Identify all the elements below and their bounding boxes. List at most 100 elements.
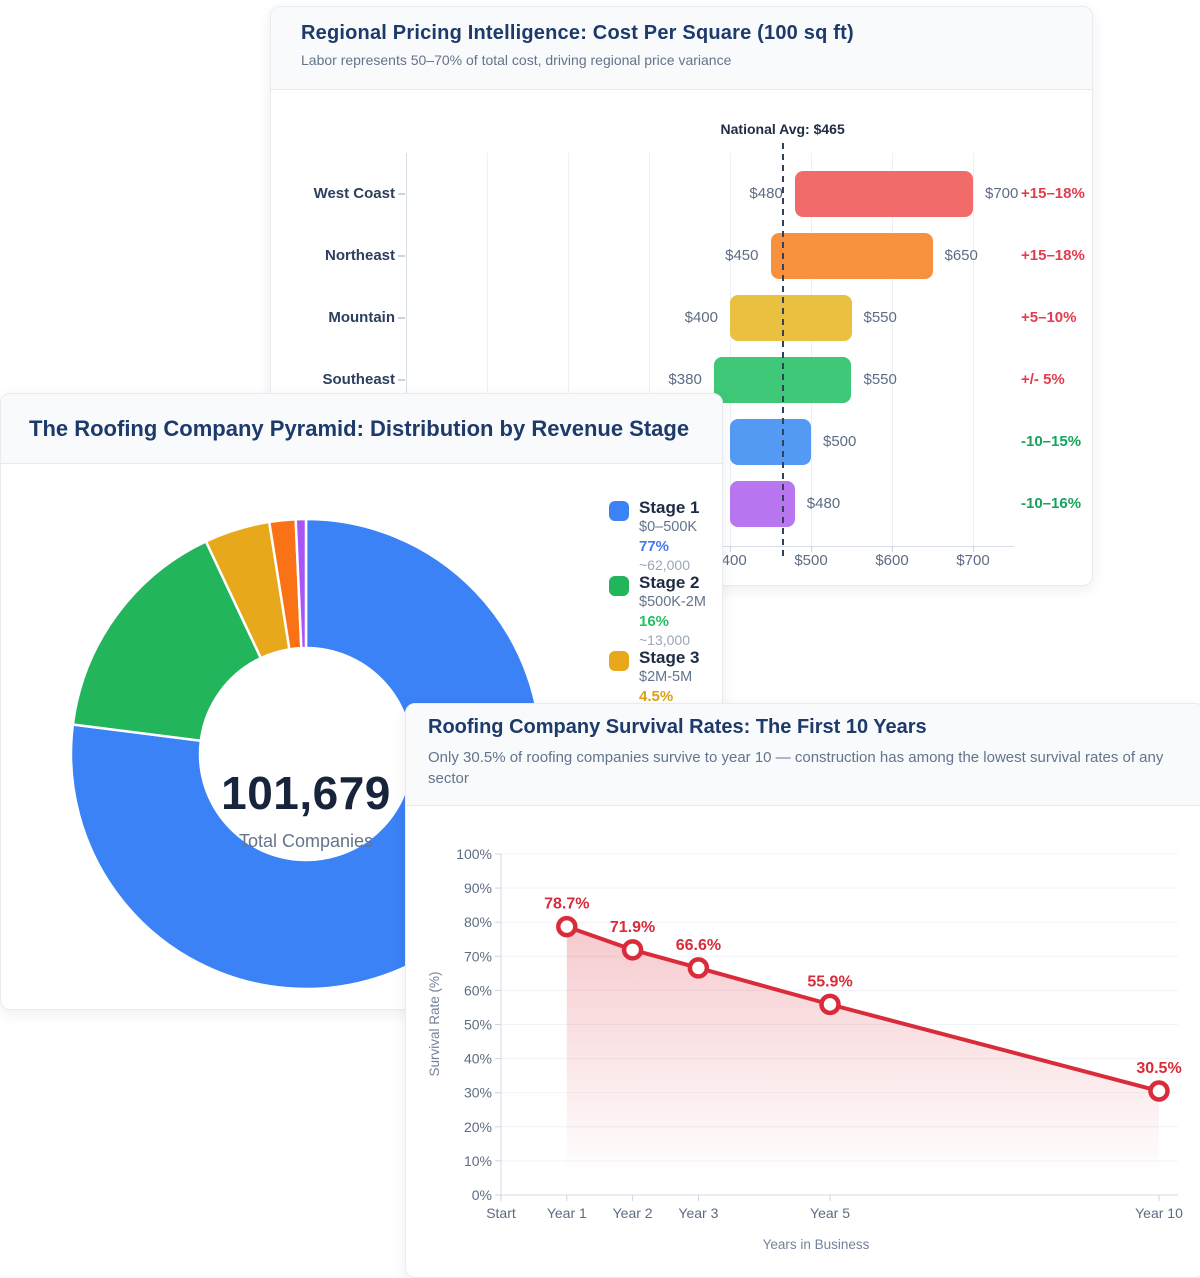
survival-line-chart: 0% 10% 20% 30% 40% 50% 60% 70% 80% 90% 100% Start Ye…	[427, 846, 1183, 1252]
survival-card: Roofing Company Survival Rates: The Firs…	[405, 703, 1200, 1278]
legend-stage-count: ~13,000	[639, 632, 690, 648]
legend-swatch	[609, 501, 629, 521]
x-tick	[730, 546, 731, 552]
donut-segment-small-4	[294, 517, 308, 650]
legend-stage-count: ~62,000	[639, 557, 690, 573]
pyramid-card-title: The Roofing Company Pyramid: Distributio…	[29, 415, 690, 441]
data-point-label: 30.5%	[1136, 1060, 1181, 1077]
x-tick-label: Year 1	[547, 1205, 587, 1221]
row-tick	[398, 379, 405, 381]
bar-max-label: $480	[806, 495, 841, 512]
y-tick-label: 80%	[464, 914, 492, 930]
grid-line	[649, 153, 650, 546]
legend-text: Stage 2 $500K-2M 16% ~13,000	[639, 573, 706, 649]
range-bar	[770, 233, 933, 279]
y-tick-label: 70%	[464, 948, 492, 964]
legend-stage-range: $0–500K	[639, 519, 698, 535]
total-companies-value: 101,679	[221, 767, 391, 819]
pricing-card-header: Regional Pricing Intelligence: Cost Per …	[271, 7, 1092, 90]
legend-text: Stage 3 $2M-5M 4.5%	[639, 648, 700, 706]
survival-card-title: Roofing Company Survival Rates: The Firs…	[428, 716, 927, 738]
row-tick	[398, 193, 405, 195]
x-tick-label: Year 2	[613, 1205, 653, 1221]
legend-entry-stage-2: Stage 2 $500K-2M 16% ~13,000	[609, 574, 706, 648]
legend-text: Stage 1 $0–500K 77% ~62,000	[639, 498, 700, 574]
variance-label: +5–10%	[1021, 309, 1077, 326]
y-tick-label: 40%	[464, 1051, 492, 1067]
data-point-label: 66.6%	[676, 937, 721, 954]
grid-line	[487, 153, 488, 546]
variance-label: +15–18%	[1021, 185, 1085, 202]
data-point-year-2	[621, 939, 644, 961]
y-tick-label: 0%	[472, 1187, 492, 1203]
legend-stage-range: $500K-2M	[639, 594, 706, 610]
bar-max-label: $550	[863, 371, 897, 388]
bar-max-label: $700	[985, 185, 1019, 202]
x-tick	[892, 546, 893, 552]
grid-line	[730, 153, 731, 546]
data-point-year-1	[556, 915, 578, 938]
survival-card-subtitle: Only 30.5% of roofing companies survive …	[428, 749, 1164, 787]
region-label: West Coast	[313, 185, 395, 202]
x-tick	[973, 546, 974, 552]
data-point-year-5	[819, 993, 841, 1016]
x-tick-label: $700	[956, 552, 990, 569]
legend-stage-name: Stage 1	[639, 498, 700, 517]
range-bar	[794, 171, 973, 217]
legend-stage-percent: 4.5%	[639, 688, 674, 705]
data-point-year-10	[1148, 1080, 1170, 1102]
x-axis-title: Years in Business	[763, 1237, 870, 1252]
y-tick-label: 10%	[464, 1153, 492, 1169]
x-tick-label: Year 3	[678, 1205, 718, 1221]
y-axis-line	[406, 153, 407, 546]
y-tick-label: 60%	[464, 982, 492, 998]
grid-line	[568, 153, 569, 546]
bar-min-label: $450	[725, 247, 759, 264]
range-bar	[730, 481, 795, 527]
x-tick-label: Year 10	[1135, 1205, 1183, 1221]
donut-center: 101,679 Total Companies	[166, 766, 446, 852]
legend-stage-percent: 77%	[639, 538, 670, 555]
x-tick-label: $500	[794, 552, 828, 569]
data-point-label: 71.9%	[610, 919, 655, 936]
y-tick-label: 50%	[464, 1017, 492, 1033]
legend-swatch	[609, 576, 629, 596]
pricing-card-title: Regional Pricing Intelligence: Cost Per …	[301, 22, 854, 44]
pyramid-card-header: The Roofing Company Pyramid: Distributio…	[1, 394, 722, 464]
legend-entry-stage-3: Stage 3 $2M-5M 4.5%	[609, 649, 699, 705]
survival-card-header: Roofing Company Survival Rates: The Firs…	[406, 704, 1200, 806]
y-tick-label: 30%	[464, 1085, 492, 1101]
variance-label: -10–15%	[1021, 433, 1082, 450]
bar-max-label: $550	[863, 309, 897, 326]
bar-min-label: $400	[684, 309, 718, 326]
row-tick	[398, 255, 405, 257]
data-point-label: 55.9%	[807, 973, 852, 990]
row-tick	[398, 317, 405, 319]
bar-max-label: $500	[823, 433, 857, 450]
pricing-card-subtitle: Labor represents 50–70% of total cost, d…	[301, 52, 732, 68]
y-tick-label: 90%	[464, 880, 492, 896]
x-tick-label: Year 5	[810, 1205, 850, 1221]
variance-label: -10–16%	[1021, 495, 1082, 512]
y-axis-title: Survival Rate (%)	[427, 971, 442, 1076]
bar-min-label: $380	[668, 371, 702, 388]
range-bar	[730, 295, 852, 341]
bar-max-label: $650	[944, 247, 978, 264]
legend-swatch	[609, 651, 629, 671]
legend-stage-name: Stage 3	[639, 648, 700, 667]
legend-entry-stage-1: Stage 1 $0–500K 77% ~62,000	[609, 499, 699, 573]
y-tick-label: 20%	[464, 1119, 492, 1135]
total-companies-label: Total Companies	[238, 831, 374, 851]
region-label: Southeast	[322, 371, 395, 388]
grid-line	[811, 153, 812, 546]
bar-min-label: $480	[749, 185, 783, 202]
range-bar	[730, 419, 811, 465]
legend-stage-percent: 16%	[639, 613, 670, 630]
legend-stage-name: Stage 2	[639, 573, 700, 592]
region-label: Mountain	[328, 309, 395, 326]
legend-stage-range: $2M-5M	[639, 669, 693, 685]
national-avg-label: National Avg: $465	[720, 121, 845, 137]
grid-line	[973, 153, 974, 546]
x-tick	[811, 546, 812, 552]
grid-line	[892, 153, 893, 546]
